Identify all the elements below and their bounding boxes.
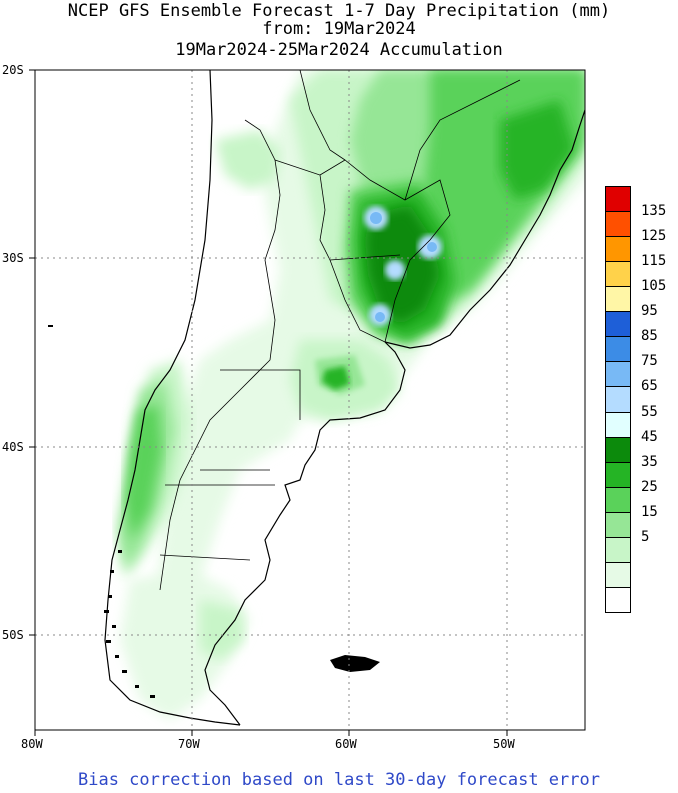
lon-label-60w: 60W bbox=[335, 737, 357, 751]
legend-label: 125 bbox=[641, 228, 667, 245]
legend-label: 25 bbox=[641, 478, 658, 495]
title-line-2: from: 19Mar2024 bbox=[262, 19, 416, 39]
legend-label: 95 bbox=[641, 303, 658, 320]
legend-label: 15 bbox=[641, 503, 658, 520]
lon-label-50w: 50W bbox=[493, 737, 515, 751]
coastlines bbox=[104, 70, 585, 726]
archipelago bbox=[48, 325, 155, 698]
legend-label: 105 bbox=[641, 278, 667, 295]
falkland-islands bbox=[330, 655, 380, 672]
legend-label: 85 bbox=[641, 328, 658, 345]
plot-frame bbox=[34, 69, 586, 731]
legend-label: 115 bbox=[641, 253, 667, 270]
legend-swatch bbox=[605, 186, 631, 213]
legend-label: 65 bbox=[641, 378, 658, 395]
legend-swatch bbox=[605, 436, 631, 463]
lon-label-80w: 80W bbox=[21, 737, 43, 751]
precip-field bbox=[118, 70, 585, 720]
legend-label: 45 bbox=[641, 428, 658, 445]
ticks bbox=[29, 69, 508, 736]
legend-swatch bbox=[605, 211, 631, 238]
legend-swatch bbox=[605, 261, 631, 288]
lat-label-40s: 40S bbox=[2, 440, 24, 454]
legend-label: 35 bbox=[641, 453, 658, 470]
legend-swatch bbox=[605, 461, 631, 488]
legend-swatch bbox=[605, 286, 631, 313]
legend-swatch bbox=[605, 236, 631, 263]
legend-swatch bbox=[605, 511, 631, 538]
legend-swatch bbox=[605, 361, 631, 388]
lat-label-30s: 30S bbox=[2, 251, 24, 265]
legend-swatch bbox=[605, 486, 631, 513]
title-line-1: NCEP GFS Ensemble Forecast 1-7 Day Preci… bbox=[67, 1, 611, 21]
footer-note: Bias correction based on last 30-day for… bbox=[78, 770, 600, 790]
title-line-3: 19Mar2024-25Mar2024 Accumulation bbox=[175, 40, 503, 60]
legend-label: 135 bbox=[641, 203, 667, 220]
lat-label-50s: 50S bbox=[2, 628, 24, 642]
legend-swatch bbox=[605, 561, 631, 588]
legend-swatch bbox=[605, 386, 631, 413]
borders bbox=[159, 70, 521, 591]
legend-swatch bbox=[605, 311, 631, 338]
legend-label: 5 bbox=[641, 528, 650, 545]
legend-swatch bbox=[605, 336, 631, 363]
legend-swatch bbox=[605, 586, 631, 613]
lat-label-20s: 20S bbox=[2, 63, 24, 77]
lon-label-70w: 70W bbox=[178, 737, 200, 751]
legend-swatch bbox=[605, 411, 631, 438]
gridlines bbox=[35, 70, 585, 730]
legend-label: 55 bbox=[641, 403, 658, 420]
legend-label: 75 bbox=[641, 353, 658, 370]
legend-swatch bbox=[605, 536, 631, 563]
